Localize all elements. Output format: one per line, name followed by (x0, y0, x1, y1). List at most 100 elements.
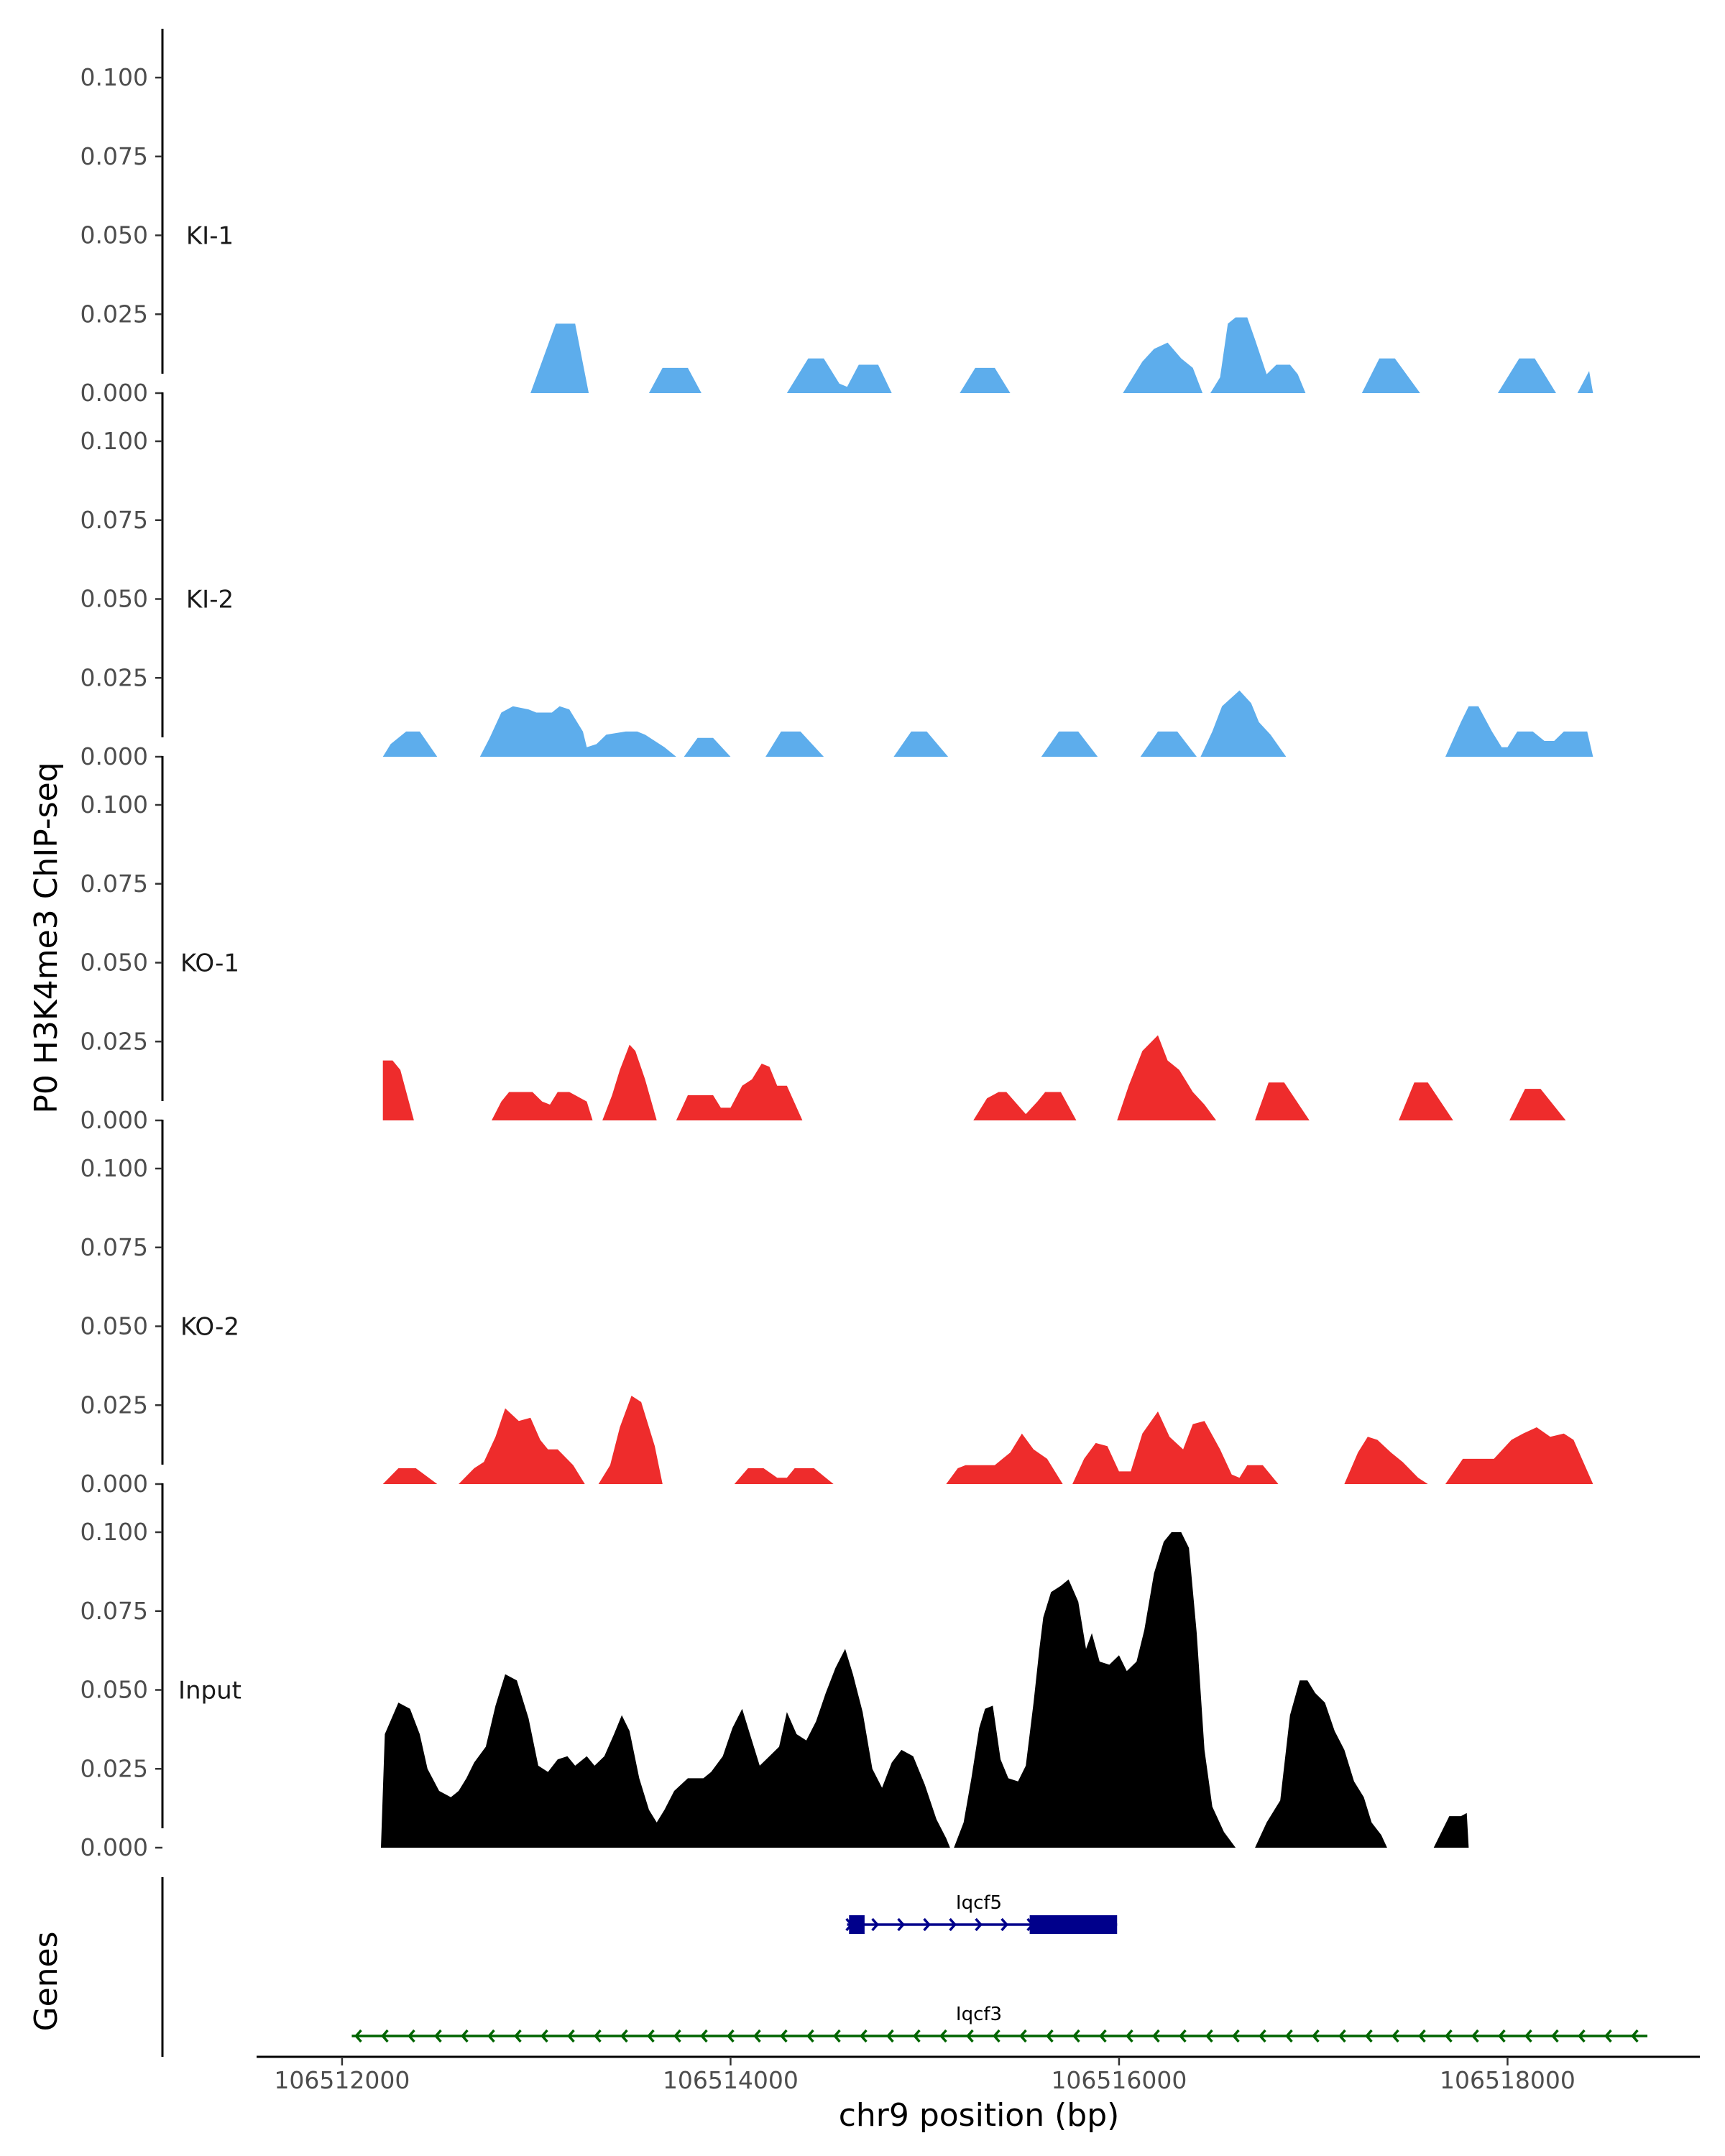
y-tick-label: 0.000 (80, 379, 148, 407)
strand-arrow (897, 1917, 905, 1932)
coverage-area (381, 1532, 1469, 1848)
x-tick-label: 106516000 (1051, 2066, 1187, 2094)
track-label: Input (178, 1677, 242, 1705)
coverage-area (382, 1396, 1593, 1484)
y-tick-label: 0.100 (80, 1518, 148, 1546)
strand-arrow (1046, 2029, 1054, 2043)
strand-arrow (806, 2029, 814, 2043)
strand-arrow (1471, 2029, 1479, 2043)
strand-arrow (727, 2029, 735, 2043)
track-label: KI-2 (186, 586, 234, 614)
strand-arrow (1285, 2029, 1293, 2043)
strand-arrow (975, 1917, 983, 1932)
gene-track: Genes Iqcf5 Iqcf3 (28, 1877, 1648, 2057)
gene-label: Iqcf3 (956, 2004, 1002, 2025)
y-tick-label: 0.050 (80, 1676, 148, 1704)
strand-arrow (1578, 2029, 1586, 2043)
y-tick-label: 0.075 (80, 1597, 148, 1625)
gene-iqcf5: Iqcf5 (845, 1892, 1118, 1934)
strand-arrow (514, 2029, 522, 2043)
strand-arrow (1072, 2029, 1080, 2043)
y-tick-label: 0.000 (80, 1106, 148, 1134)
strand-arrow (753, 2029, 761, 2043)
strand-arrow (620, 2029, 628, 2043)
strand-arrow (487, 2029, 495, 2043)
strand-arrow (1099, 2029, 1107, 2043)
track-label: KO-1 (180, 949, 239, 978)
strand-arrow (923, 1917, 931, 1932)
x-axis-title: chr9 position (bp) (839, 2097, 1120, 2134)
strand-arrow (1232, 2029, 1240, 2043)
gene-label: Iqcf5 (956, 1892, 1002, 1914)
y-tick-label: 0.000 (80, 742, 148, 770)
strand-arrow (434, 2029, 442, 2043)
strand-arrow (1259, 2029, 1266, 2043)
strand-arrow (567, 2029, 575, 2043)
coverage-area (382, 1035, 1566, 1120)
x-tick-label: 106512000 (274, 2066, 410, 2094)
y-tick-label: 0.075 (80, 1233, 148, 1261)
strand-arrow (1604, 2029, 1612, 2043)
strand-arrow (700, 2029, 708, 2043)
strand-arrow (1418, 2029, 1426, 2043)
y-tick-label: 0.025 (80, 1754, 148, 1782)
strand-arrow (833, 2029, 841, 2043)
strand-arrow (993, 2029, 1000, 2043)
track-ki-1: 0.000 0.025 0.050 0.075 0.100 KI-1 (80, 29, 1593, 407)
strand-arrow (1152, 2029, 1160, 2043)
strand-arrow (1126, 2029, 1133, 2043)
strand-arrow (408, 2029, 415, 2043)
strand-arrow (1338, 2029, 1346, 2043)
exon (1029, 1915, 1118, 1934)
y-tick-label: 0.100 (80, 427, 148, 455)
track-ki-2: 0.000 0.025 0.050 0.075 0.100 KI-2 (80, 392, 1593, 770)
strand-arrow (461, 2029, 469, 2043)
y-tick-label: 0.000 (80, 1470, 148, 1498)
track-label: KO-2 (180, 1313, 239, 1342)
strand-arrow (381, 2029, 389, 2043)
y-tick-label: 0.075 (80, 870, 148, 898)
y-tick-label: 0.025 (80, 1027, 148, 1055)
strand-arrow (1365, 2029, 1373, 2043)
genes-track-title: Genes (28, 1931, 65, 2031)
y-tick-label: 0.025 (80, 300, 148, 328)
y-tick-label: 0.075 (80, 142, 148, 170)
coverage-area (382, 690, 1593, 757)
gene-iqcf3: Iqcf3 (351, 2004, 1648, 2043)
strand-arrow (1179, 2029, 1187, 2043)
y-tick-label: 0.050 (80, 585, 148, 613)
strand-arrow (949, 1917, 957, 1932)
strand-arrow (1524, 2029, 1532, 2043)
y-tick-label: 0.000 (80, 1833, 148, 1861)
strand-arrow (780, 2029, 788, 2043)
strand-arrow (1631, 2029, 1639, 2043)
track-ko-2: 0.000 0.025 0.050 0.075 0.100 KO-2 (80, 1120, 1593, 1498)
strand-arrow (913, 2029, 921, 2043)
y-tick-label: 0.100 (80, 791, 148, 819)
strand-arrow (1551, 2029, 1559, 2043)
strand-arrow (966, 2029, 974, 2043)
y-tick-label: 0.100 (80, 1154, 148, 1182)
y-tick-label: 0.075 (80, 506, 148, 534)
strand-arrow (939, 2029, 947, 2043)
coverage-tracks: 0.0000.0250.0500.0750.100KI-10.0000.0250… (80, 29, 1593, 1861)
strand-arrow (594, 2029, 602, 2043)
strand-arrow (1312, 2029, 1320, 2043)
strand-arrow (540, 2029, 548, 2043)
strand-arrow (647, 2029, 655, 2043)
exon (849, 1915, 865, 1934)
strand-arrow (1392, 2029, 1399, 2043)
track-label: KI-1 (186, 222, 234, 251)
track-input: 0.000 0.025 0.050 0.075 0.100 Input (80, 1483, 1469, 1861)
strand-arrow (860, 2029, 868, 2043)
strand-arrow (1445, 2029, 1453, 2043)
strand-arrow (354, 2029, 362, 2043)
x-tick-label: 106514000 (663, 2066, 799, 2094)
strand-arrow (1498, 2029, 1506, 2043)
strand-arrow (886, 2029, 894, 2043)
strand-arrow (871, 1917, 879, 1932)
y-axis-title: P0 H3K4me3 ChIP-seq (28, 762, 65, 1113)
strand-arrow (1205, 2029, 1213, 2043)
y-tick-label: 0.050 (80, 949, 148, 977)
